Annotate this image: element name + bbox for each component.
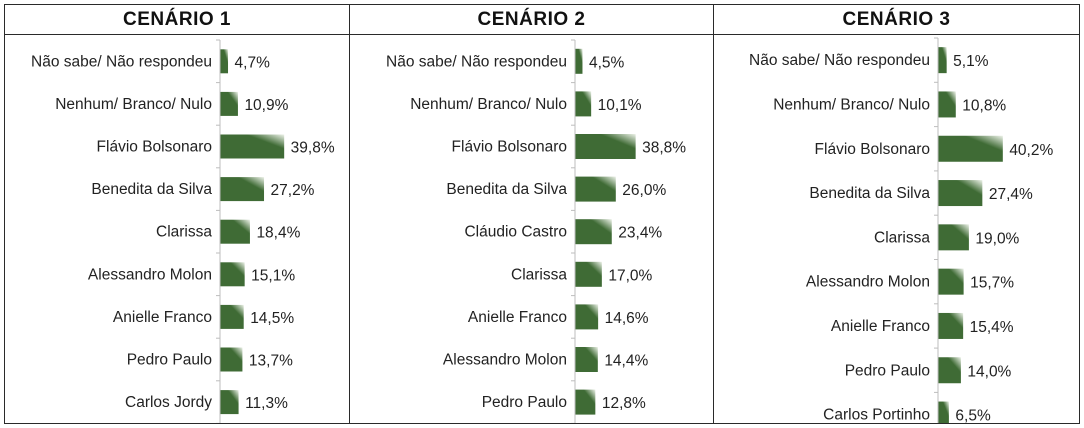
bar (220, 219, 250, 244)
category-label: Flávio Bolsonaro (815, 141, 930, 158)
category-label: Clarissa (874, 229, 930, 246)
bar (220, 390, 239, 415)
panel-title: CENÁRIO 2 (350, 5, 713, 35)
value-label: 19,0% (975, 230, 1019, 247)
category-label: Pedro Paulo (845, 362, 930, 379)
bar (575, 219, 612, 245)
category-label: Nenhum/ Branco/ Nulo (410, 96, 567, 113)
value-label: 15,7% (970, 275, 1014, 292)
bar (938, 180, 983, 207)
category-label: Flávio Bolsonaro (97, 139, 212, 156)
scenario-panel-1: CENÁRIO 1 Não sabe/ Não respondeu 4,7% Nen… (4, 4, 350, 424)
bar-chart: Não sabe/ Não respondeu 4,5% Nenhum/ Branc… (386, 39, 686, 423)
category-label: Pedro Paulo (127, 352, 212, 369)
value-label: 4,7% (235, 54, 271, 71)
category-label: Benedita da Silva (91, 181, 212, 198)
category-label: Flávio Bolsonaro (452, 139, 567, 156)
value-label: 4,5% (589, 54, 625, 71)
scenario-panel-3: CENÁRIO 3 Não sabe/ Não respondeu 5,1% Nen… (713, 4, 1080, 424)
bar (938, 401, 949, 423)
category-label: Alessandro Molon (88, 266, 212, 283)
bar (220, 177, 265, 202)
value-label: 14,6% (605, 310, 649, 327)
value-label: 6,5% (955, 408, 991, 423)
bar (938, 135, 1003, 162)
bar (220, 91, 238, 116)
bar-chart: Não sabe/ Não respondeu 5,1% Nenhum/ Branc… (749, 37, 1053, 423)
category-label: Não sabe/ Não respondeu (749, 52, 930, 69)
category-label: Nenhum/ Branco/ Nulo (773, 96, 930, 113)
bar (220, 262, 245, 287)
category-label: Benedita da Silva (446, 181, 567, 198)
category-label: Carlos Portinho (823, 407, 930, 423)
value-label: 40,2% (1009, 142, 1053, 159)
category-label: Cláudio Castro (464, 224, 567, 241)
value-label: 10,8% (962, 97, 1006, 114)
bar (938, 224, 969, 251)
scenario-panel-2: CENÁRIO 2 Não sabe/ Não respondeu 4,5% Nen… (349, 4, 714, 424)
bar (575, 48, 583, 74)
bar (938, 268, 964, 295)
bar (938, 312, 964, 339)
bar (575, 347, 598, 372)
category-label: Anielle Franco (113, 309, 212, 326)
bar (575, 389, 596, 415)
bar (938, 357, 961, 384)
value-label: 14,5% (250, 310, 294, 327)
bar (575, 91, 592, 117)
value-label: 10,9% (244, 97, 288, 114)
category-label: Alessandro Molon (443, 352, 567, 369)
value-label: 12,8% (602, 395, 646, 412)
value-label: 26,0% (622, 182, 666, 199)
bar (938, 47, 947, 74)
value-label: 38,8% (642, 140, 686, 157)
value-label: 13,7% (249, 353, 293, 370)
bar (938, 91, 956, 118)
bar (575, 176, 616, 202)
value-label: 18,4% (256, 225, 300, 242)
value-label: 27,4% (989, 186, 1033, 203)
value-label: 15,4% (970, 319, 1014, 336)
bar (575, 304, 599, 330)
category-label: Benedita da Silva (809, 185, 930, 202)
bar (220, 134, 285, 159)
bar (220, 347, 243, 372)
category-label: Não sabe/ Não respondeu (386, 53, 567, 70)
value-label: 27,2% (271, 182, 315, 199)
category-label: Carlos Jordy (125, 394, 212, 411)
bar (220, 304, 244, 329)
category-label: Anielle Franco (468, 309, 567, 326)
value-label: 14,0% (967, 363, 1011, 380)
category-label: Anielle Franco (831, 318, 930, 335)
bar (575, 134, 636, 159)
bar (220, 49, 229, 74)
category-label: Pedro Paulo (482, 394, 567, 411)
category-label: Não sabe/ Não respondeu (31, 53, 212, 70)
bar (575, 261, 602, 287)
value-label: 14,4% (604, 353, 648, 370)
category-label: Alessandro Molon (806, 274, 930, 291)
panel-title: CENÁRIO 1 (5, 5, 349, 35)
value-label: 10,1% (598, 97, 642, 114)
value-label: 15,1% (251, 267, 295, 284)
panel-title: CENÁRIO 3 (714, 5, 1079, 35)
value-label: 23,4% (618, 225, 662, 242)
bar-chart: Não sabe/ Não respondeu 4,7% Nenhum/ Branc… (31, 39, 335, 423)
value-label: 39,8% (291, 140, 335, 157)
value-label: 11,3% (245, 395, 288, 412)
value-label: 5,1% (953, 53, 989, 70)
category-label: Nenhum/ Branco/ Nulo (55, 96, 212, 113)
category-label: Clarissa (156, 224, 212, 241)
value-label: 17,0% (608, 267, 652, 284)
category-label: Clarissa (511, 266, 567, 283)
